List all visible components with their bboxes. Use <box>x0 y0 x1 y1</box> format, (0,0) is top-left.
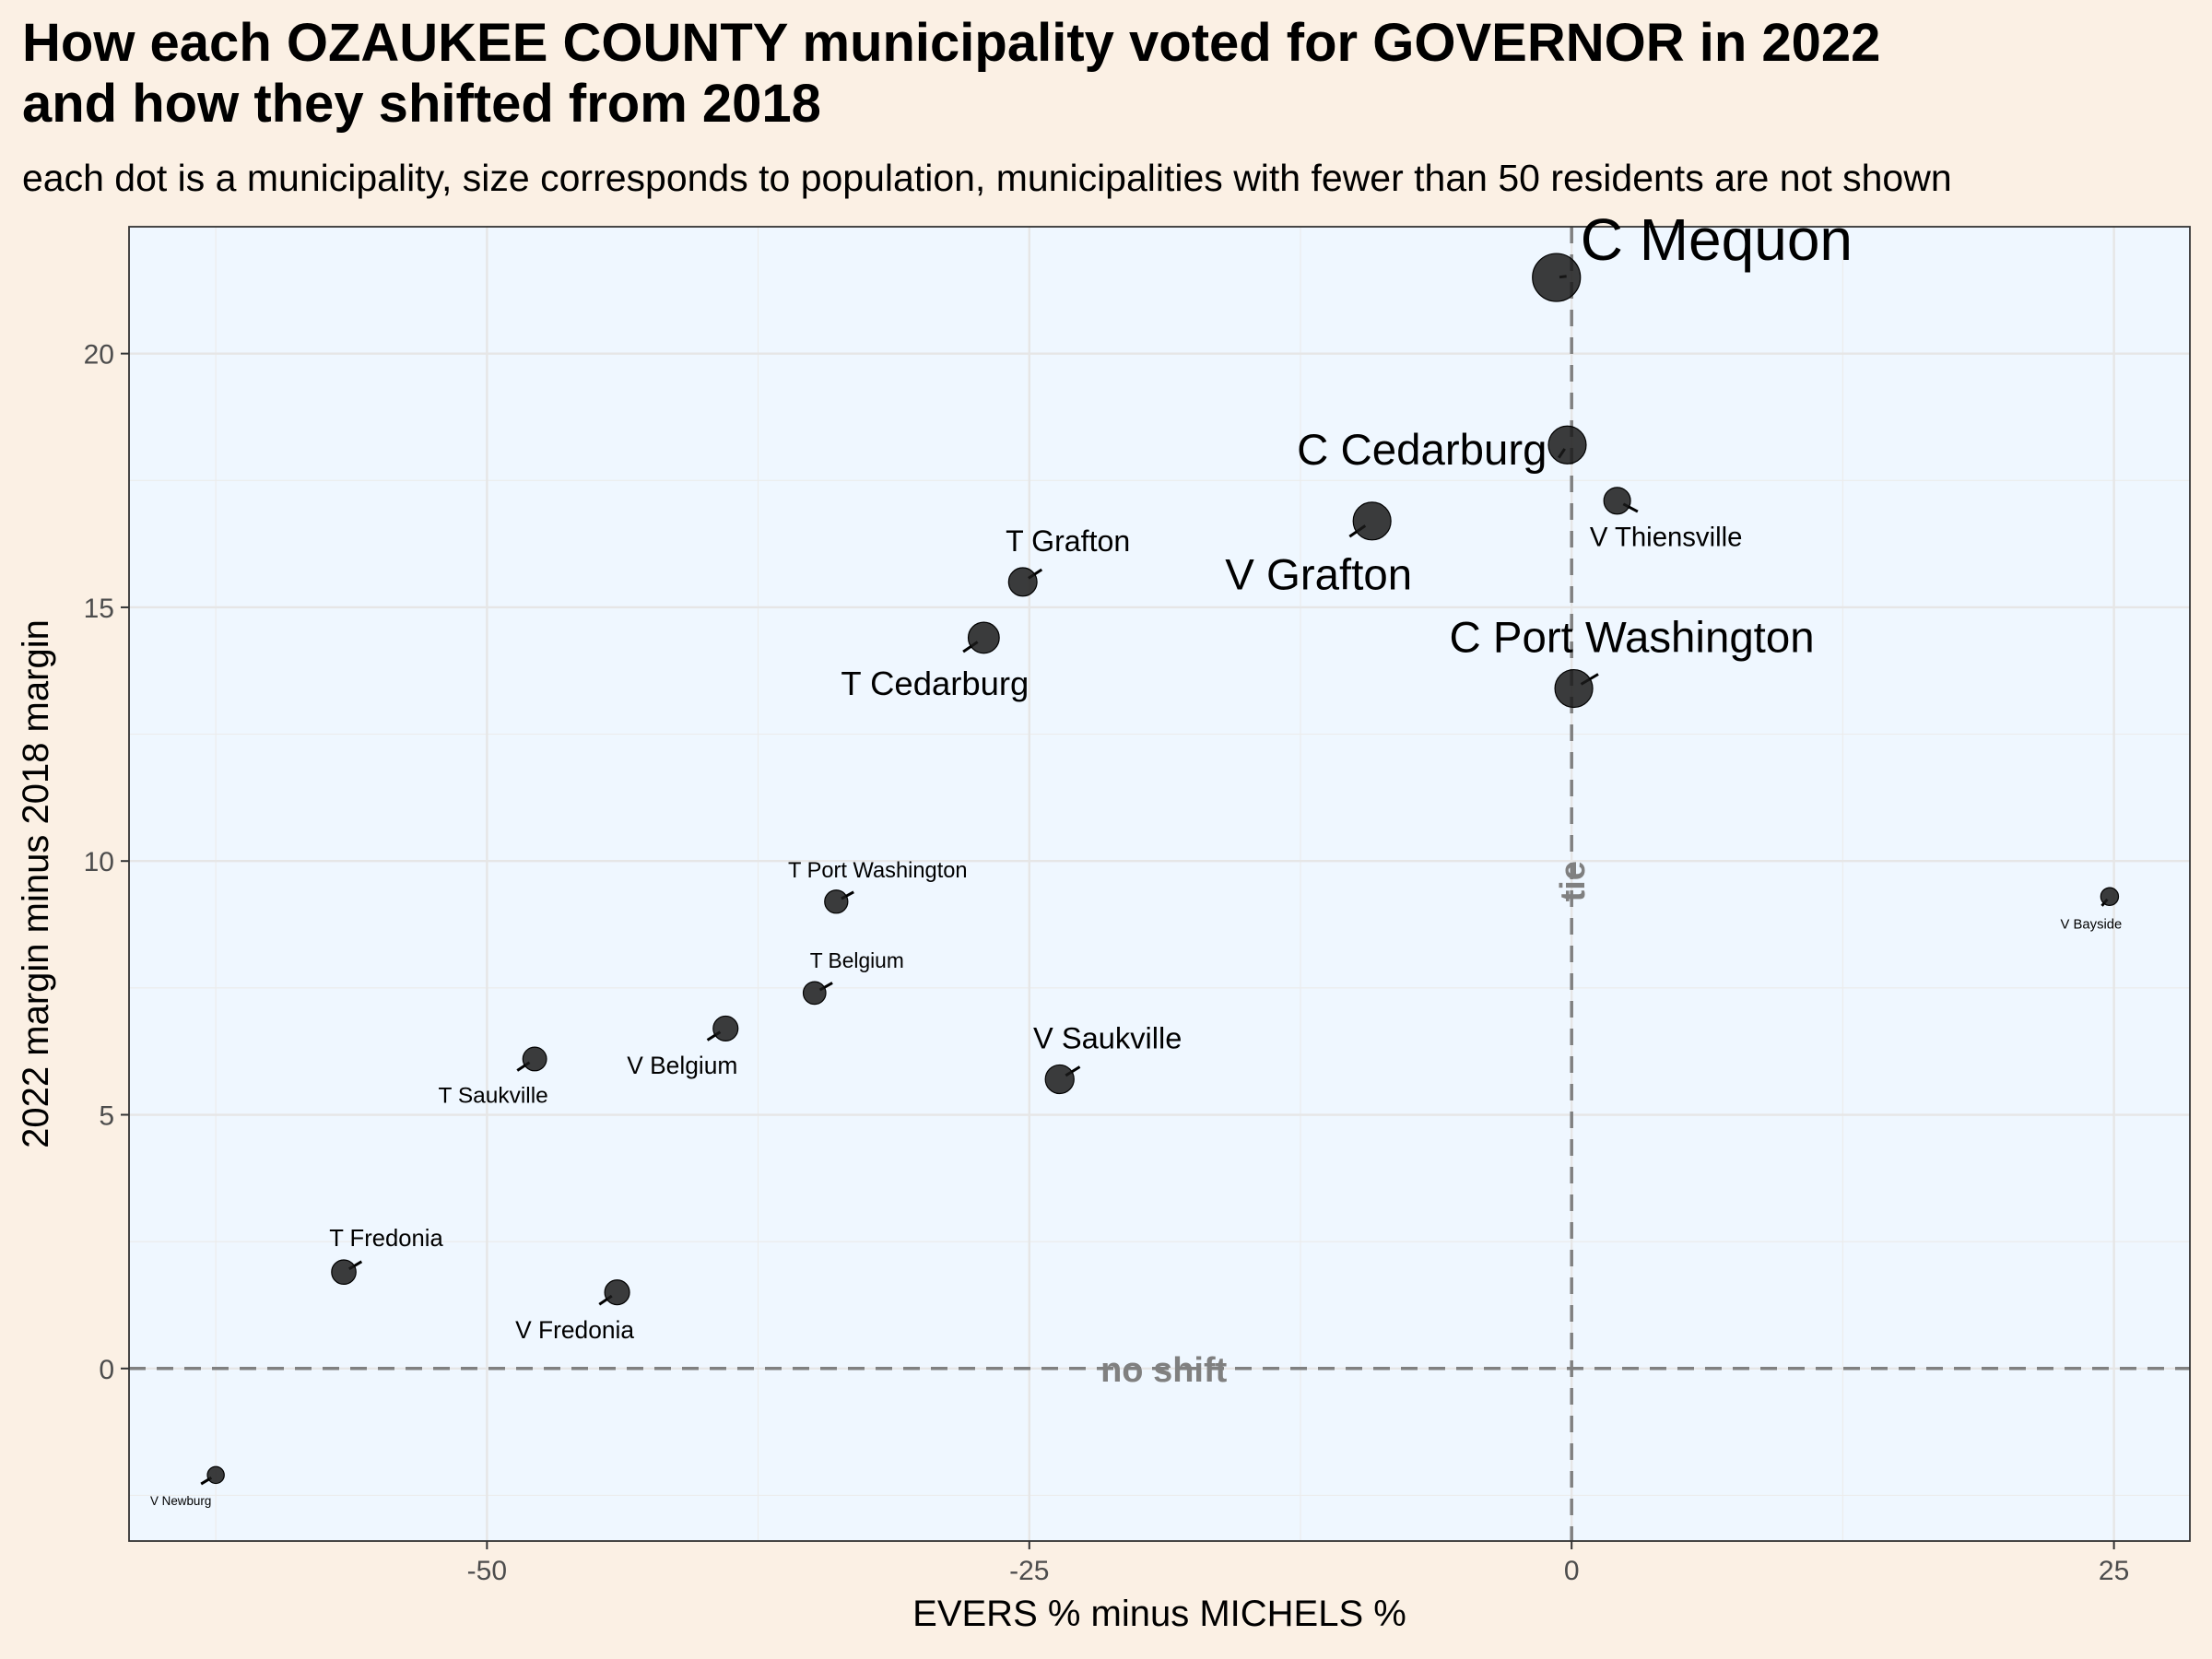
point-v-belgium <box>712 1015 739 1041</box>
y-axis-title: 2022 margin minus 2018 margin <box>16 619 56 1148</box>
x-tick-label: 25 <box>2099 1556 2129 1586</box>
point-v-fredonia <box>604 1279 630 1306</box>
point-t-cedarburg <box>967 621 1000 654</box>
label-t-saukville: T Saukville <box>439 1084 548 1109</box>
y-tick-label: 0 <box>99 1355 114 1385</box>
label-t-port-washington: T Port Washington <box>788 859 968 883</box>
point-v-bayside <box>2100 887 2120 906</box>
chart-title-line1: How each OZAUKEE COUNTY municipality vot… <box>22 13 1881 73</box>
y-tick-label: 20 <box>84 340 114 371</box>
label-v-grafton: V Grafton <box>1225 550 1412 599</box>
point-t-fredonia <box>331 1259 357 1286</box>
no-shift-label: no shift <box>1100 1351 1228 1390</box>
chart-title: How each OZAUKEE COUNTY municipality vot… <box>22 13 2197 135</box>
x-tick-label: -50 <box>467 1556 507 1586</box>
point-t-belgium <box>802 981 827 1006</box>
label-v-belgium: V Belgium <box>627 1052 737 1079</box>
label-v-saukville: V Saukville <box>1033 1020 1182 1054</box>
label-c-cedarburg: C Cedarburg <box>1297 426 1547 475</box>
chart-title-line2: and how they shifted from 2018 <box>22 74 821 134</box>
point-c-cedarburg <box>1547 425 1587 465</box>
point-c-port-washington <box>1554 668 1594 709</box>
x-tick-label: 0 <box>1564 1556 1580 1586</box>
y-tick-label: 5 <box>99 1101 114 1132</box>
point-c-mequon <box>1532 253 1582 302</box>
y-tick-label: 15 <box>84 594 114 624</box>
label-v-bayside: V Bayside <box>2061 917 2123 932</box>
point-t-saukville <box>522 1046 547 1072</box>
label-v-thiensville: V Thiensville <box>1590 522 1743 552</box>
plot-panel <box>129 227 2190 1541</box>
point-v-newburg <box>206 1465 225 1485</box>
label-c-mequon: C Mequon <box>1581 206 1853 273</box>
point-t-port-washington <box>824 889 849 914</box>
chart-subtitle: each dot is a municipality, size corresp… <box>22 157 1952 199</box>
x-tick-label: -25 <box>1009 1556 1049 1586</box>
label-v-newburg: V Newburg <box>150 1494 211 1508</box>
y-tick-label: 10 <box>84 847 114 877</box>
point-v-thiensville <box>1603 487 1631 515</box>
point-v-saukville <box>1044 1064 1075 1095</box>
label-t-fredonia: T Fredonia <box>329 1226 443 1252</box>
label-t-grafton: T Grafton <box>1006 524 1130 558</box>
point-t-grafton <box>1007 567 1038 597</box>
x-axis-title: EVERS % minus MICHELS % <box>912 1594 1406 1634</box>
point-v-grafton <box>1352 501 1392 541</box>
label-t-cedarburg: T Cedarburg <box>841 665 1029 702</box>
tie-label: tie <box>1554 861 1593 901</box>
label-t-belgium: T Belgium <box>810 948 904 972</box>
label-v-fredonia: V Fredonia <box>515 1316 634 1344</box>
plot-border <box>128 226 2191 1542</box>
label-c-port-washington: C Port Washington <box>1449 614 1814 663</box>
